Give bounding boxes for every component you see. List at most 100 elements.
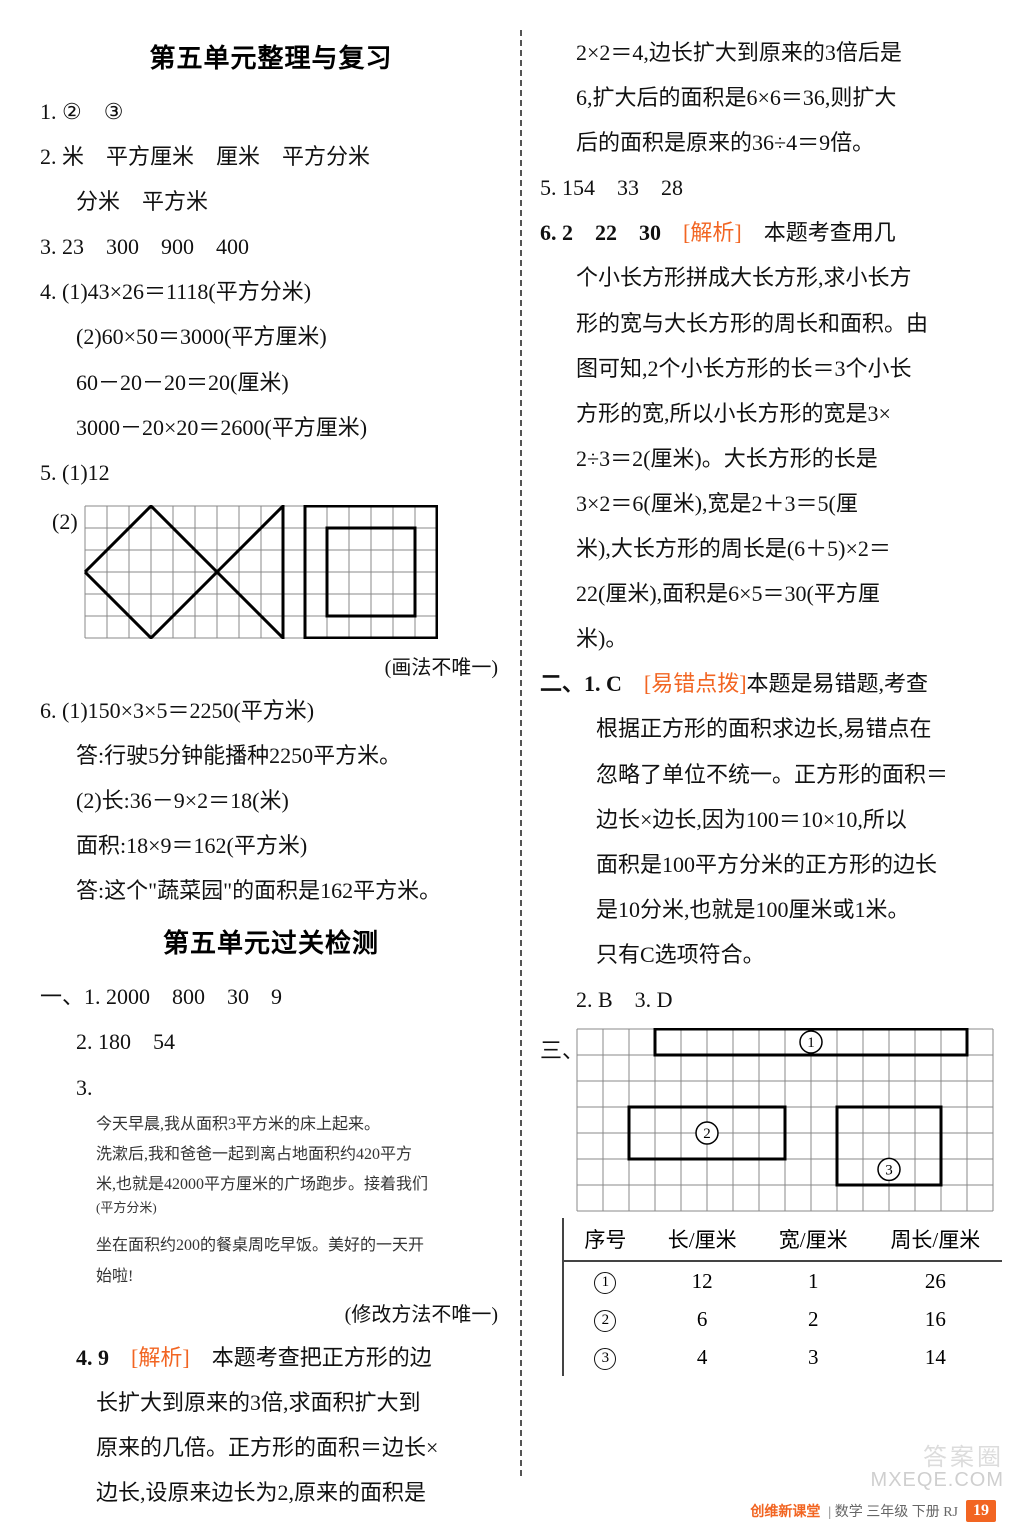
row-id-badge: 2: [594, 1310, 616, 1332]
table-cell: 2: [563, 1300, 647, 1338]
sec1-q1: 一、1. 2000 800 30 9: [40, 974, 502, 1019]
analysis-tag-2: [解析]: [683, 220, 742, 245]
r-q6j: 米)。: [540, 616, 1002, 661]
sec1-q4-line3: 原来的几倍。正方形的面积＝边长×: [40, 1425, 502, 1470]
diary-line1: 今天早晨,我从面积3平方米的床上起来。: [40, 1110, 502, 1140]
table-row: 34314: [563, 1338, 1002, 1376]
sec1-q4-num: 4. 9: [76, 1345, 131, 1370]
table-cell: 12: [647, 1261, 758, 1300]
sec2-q1c: 忽略了单位不统一。正方形的面积＝: [540, 752, 1002, 797]
table-cell: 26: [869, 1261, 1002, 1300]
table-row: 26216: [563, 1300, 1002, 1338]
diary-l3-text: 米,也就是42000平方厘米的广场跑步。接着我们: [96, 1176, 428, 1193]
right-column: 2×2＝4,边长扩大到原来的3倍后是 6,扩大后的面积是6×6＝36,则扩大 后…: [522, 30, 1002, 1476]
diary-line3: 米,也就是42000平方厘米的广场跑步。接着我们: [40, 1170, 502, 1200]
q6-line5: 答:这个"蔬菜园"的面积是162平方米。: [40, 868, 502, 913]
error-tag: [易错点拨]: [644, 671, 747, 696]
q4-line4: 3000－20×20＝2600(平方厘米): [40, 405, 502, 450]
sec2-q1f: 是10分米,也就是100厘米或1米。: [540, 887, 1002, 932]
svg-text:1: 1: [807, 1035, 815, 1051]
row-id-badge: 1: [594, 1272, 616, 1294]
sec2-q1e: 面积是100平方分米的正方形的边长: [540, 842, 1002, 887]
left-column: 第五单元整理与复习 1. ② ③ 2. 米 平方厘米 厘米 平方分米 分米 平方…: [40, 30, 520, 1476]
sec2-q2q3: 2. B 3. D: [540, 977, 1002, 1022]
table-cell: 1: [563, 1261, 647, 1300]
diary-line5: 始啦!: [40, 1262, 502, 1292]
sec2-q1g: 只有C选项符合。: [540, 932, 1002, 977]
sec2-q1a: 本题是易错题,考查: [747, 671, 929, 696]
table-cell: 3: [563, 1338, 647, 1376]
diary-line2: 洗漱后,我和爸爸一起到离占地面积约420平方: [40, 1140, 502, 1170]
sec1-q3-label: 3.: [40, 1065, 502, 1110]
table-cell: 1: [758, 1261, 869, 1300]
cont-line2: 6,扩大后的面积是6×6＝36,则扩大: [540, 75, 1002, 120]
sec1-q4-line4: 边长,设原来边长为2,原来的面积是: [40, 1470, 502, 1515]
th-id: 序号: [563, 1218, 647, 1261]
r-q6g: 3×2＝6(厘米),宽是2＋3＝5(厘: [540, 481, 1002, 526]
q6-line4: 面积:18×9＝162(平方米): [40, 823, 502, 868]
q5-2-label: (2): [40, 499, 84, 544]
sec2-q1-num: 二、1. C: [540, 671, 644, 696]
figure-grid-1: [84, 505, 438, 639]
diary-l1-text: 今天早晨,我从面积3平方米的床上起来。: [96, 1116, 380, 1133]
table-cell: 3: [758, 1338, 869, 1376]
r-q6c: 形的宽与大长方形的周长和面积。由: [540, 301, 1002, 346]
section-title-2: 第五单元过关检测: [40, 923, 502, 960]
diary-l4-text: 坐在面积约200的餐桌周吃早饭。美好的一天开: [96, 1237, 424, 1254]
r-q6f: 2÷3＝2(厘米)。大长方形的长是: [540, 436, 1002, 481]
q6-line3: (2)长:36－9×2＝18(米): [40, 778, 502, 823]
r-q6e: 方形的宽,所以小长方形的宽是3×: [540, 391, 1002, 436]
page-number: 19: [966, 1500, 996, 1522]
table-cell: 14: [869, 1338, 1002, 1376]
th-width: 宽/厘米: [758, 1218, 869, 1261]
q6-line1: 6. (1)150×3×5＝2250(平方米): [40, 688, 502, 733]
section-title-1: 第五单元整理与复习: [40, 38, 502, 75]
table-header-row: 序号 长/厘米 宽/厘米 周长/厘米: [563, 1218, 1002, 1261]
perimeter-table: 序号 长/厘米 宽/厘米 周长/厘米 1121262621634314: [562, 1218, 1002, 1376]
q4-line2: (2)60×50＝3000(平方厘米): [40, 314, 502, 359]
table-row: 112126: [563, 1261, 1002, 1300]
sec1-q4-line2: 长扩大到原来的3倍,求面积扩大到: [40, 1380, 502, 1425]
svg-text:2: 2: [703, 1126, 711, 1142]
diary-line4: (平方分米) 坐在面积约200的餐桌周吃早饭。美好的一天开: [40, 1201, 502, 1262]
footer-subject: | 数学 三年级 下册 RJ: [828, 1501, 958, 1521]
q4-line3: 60－20－20＝20(厘米): [40, 360, 502, 405]
watermark-cn: 答案圈: [923, 1437, 1004, 1472]
q2-line2: 分米 平方米: [40, 179, 502, 224]
sec1-q2: 2. 180 54: [40, 1019, 502, 1064]
r-q6a: 本题考查用几: [764, 220, 896, 245]
cont-line1: 2×2＝4,边长扩大到原来的3倍后是: [540, 30, 1002, 75]
table-cell: 4: [647, 1338, 758, 1376]
page-footer: 创维新课堂 | 数学 三年级 下册 RJ 19: [750, 1500, 996, 1522]
q5-line1: 5. (1)12: [40, 450, 502, 495]
table-cell: 16: [869, 1300, 1002, 1338]
row-id-badge: 3: [594, 1348, 616, 1370]
th-peri: 周长/厘米: [869, 1218, 1002, 1261]
svg-text:3: 3: [885, 1162, 893, 1178]
r-q6h: 米),大长方形的周长是(6＋5)×2＝: [540, 526, 1002, 571]
sec3-label: 三、: [540, 1028, 576, 1073]
q4-line1: 4. (1)43×26＝1118(平方分米): [40, 269, 502, 314]
sec1-q4-line1: 4. 9 [解析] 本题考查把正方形的边: [40, 1335, 502, 1380]
sec2-q1d: 边长×边长,因为100＝10×10,所以: [540, 797, 1002, 842]
figure1-note: (画法不唯一): [40, 651, 498, 680]
q3: 3. 23 300 900 400: [40, 224, 502, 269]
diary-l4-anno: (平方分米): [96, 1201, 157, 1214]
r-q6b: 个小长方形拼成大长方形,求小长方: [540, 255, 1002, 300]
r-q6-num: 6. 2 22 30: [540, 220, 683, 245]
table-cell: 2: [758, 1300, 869, 1338]
footer-brand: 创维新课堂: [750, 1501, 820, 1521]
sec2-q1-line1: 二、1. C [易错点拨]本题是易错题,考查: [540, 661, 1002, 706]
table-cell: 6: [647, 1300, 758, 1338]
q6-line2: 答:行驶5分钟能播种2250平方米。: [40, 733, 502, 778]
r-q5: 5. 154 33 28: [540, 165, 1002, 210]
figure-grid-2: 1 2 3: [576, 1028, 994, 1212]
cont-line3: 后的面积是原来的36÷4＝9倍。: [540, 120, 1002, 165]
q2-line1: 2. 米 平方厘米 厘米 平方分米: [40, 134, 502, 179]
diary-note: (修改方法不唯一): [40, 1298, 498, 1327]
q1: 1. ② ③: [40, 89, 502, 134]
watermark-en: MXEQE.COM: [871, 1469, 1004, 1492]
th-length: 长/厘米: [647, 1218, 758, 1261]
sec2-q1b: 根据正方形的面积求边长,易错点在: [540, 706, 1002, 751]
r-q6d: 图可知,2个小长方形的长＝3个小长: [540, 346, 1002, 391]
